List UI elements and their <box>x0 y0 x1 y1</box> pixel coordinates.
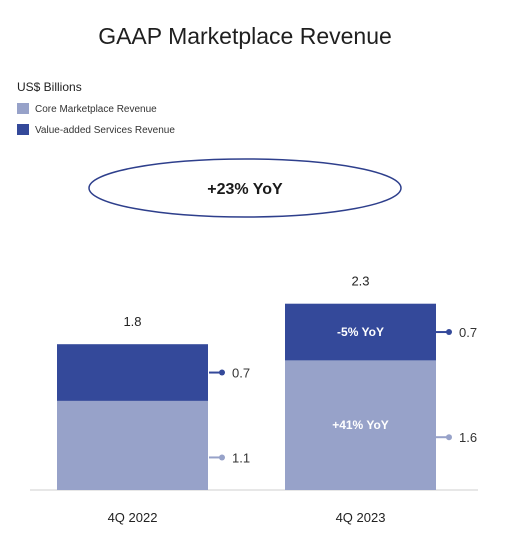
legend: Core Marketplace Revenue Value-added Ser… <box>17 103 175 136</box>
value-label-core-2: 1.6 <box>459 430 477 445</box>
total-label-2: 2.3 <box>351 274 369 289</box>
category-label-1: 4Q 2022 <box>108 510 158 525</box>
category-label-2: 4Q 2023 <box>336 510 386 525</box>
inside-label-value-added-2: -5% YoY <box>337 325 384 339</box>
chart-marks: 1.1 0.7 1.8 4Q 2022 +41% YoY 1.6 -5% YoY 0.7 2.3… <box>57 274 477 525</box>
total-label-1: 1.8 <box>123 314 141 329</box>
marker-dot-value-added-1 <box>219 369 225 376</box>
inside-label-core-2: +41% YoY <box>332 418 389 432</box>
callout-text: +23% YoY <box>207 181 283 198</box>
value-label-value-added-1: 0.7 <box>232 366 250 381</box>
units-label: US$ Billions <box>17 80 82 94</box>
marker-dot-core-2 <box>446 434 452 441</box>
legend-label-core: Core Marketplace Revenue <box>35 104 157 115</box>
legend-label-value-added: Value-added Services Revenue <box>35 125 175 136</box>
marker-dot-core-1 <box>219 454 225 461</box>
callout-ellipse <box>88 158 402 218</box>
legend-swatch-value-added <box>17 124 29 135</box>
bar-value-added-1 <box>57 344 208 401</box>
callout: +23% YoY <box>88 158 402 218</box>
chart-title: GAAP Marketplace Revenue <box>98 23 392 49</box>
legend-swatch-core <box>17 103 29 114</box>
value-label-core-1: 1.1 <box>232 450 250 465</box>
bar-core-2 <box>285 360 436 490</box>
marker-dot-value-added-2 <box>446 329 452 336</box>
bar-core-1 <box>57 400 208 490</box>
value-label-value-added-2: 0.7 <box>459 325 477 340</box>
bar-value-added-2 <box>285 303 436 361</box>
